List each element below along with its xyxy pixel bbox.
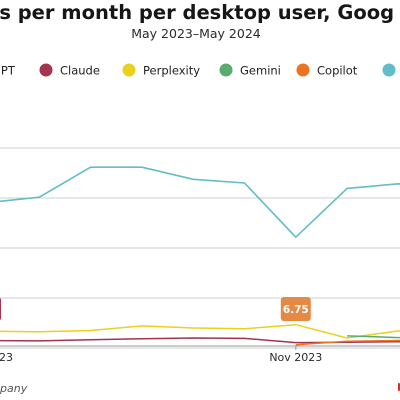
legend-swatch [382, 63, 396, 77]
footer-source: pany [0, 382, 28, 395]
data-label-badge [0, 297, 1, 321]
gridlines [0, 147, 400, 349]
chart-subtitle: May 2023–May 2024 [131, 26, 261, 41]
data-label: 6.75 [280, 297, 311, 321]
legend-label: Gemini [240, 64, 281, 78]
series-line-g [0, 166, 400, 238]
data-label: 9 [0, 297, 1, 321]
series-line-claude [0, 337, 400, 344]
series-line-gemini [347, 335, 400, 339]
data-labels: 96.755.8 [0, 297, 311, 321]
series-line-perplexity [0, 323, 400, 339]
legend-label: Perplexity [143, 64, 200, 78]
legend-swatch [219, 63, 233, 77]
legend-item-copilot: Copilot [296, 63, 358, 78]
legend-item-claude: Claude [39, 63, 100, 78]
legend: GPT Claude Perplexity Gemini Copilot G [0, 63, 396, 78]
legend-label: Copilot [317, 64, 358, 78]
data-label-text: 6.75 [283, 304, 309, 316]
legend-label: GPT [0, 64, 16, 78]
data-label-badge [280, 297, 311, 321]
series-line-copilot [295, 339, 400, 346]
legend-item-gemini: Gemini [219, 63, 281, 78]
legend-swatch [39, 63, 53, 77]
legend-label: Claude [60, 64, 100, 78]
x-tick-label: Nov 2023 [269, 351, 322, 364]
chart-title: ts per month per desktop user, Goog [0, 1, 394, 24]
series-lines [0, 166, 400, 346]
x-tick-label: 23 [0, 351, 13, 364]
legend-swatch [122, 63, 136, 77]
legend-swatch [296, 63, 310, 77]
legend-item-gpt: GPT [0, 64, 16, 78]
legend-item-g: G [382, 63, 396, 77]
legend-item-perplexity: Perplexity [122, 63, 200, 78]
